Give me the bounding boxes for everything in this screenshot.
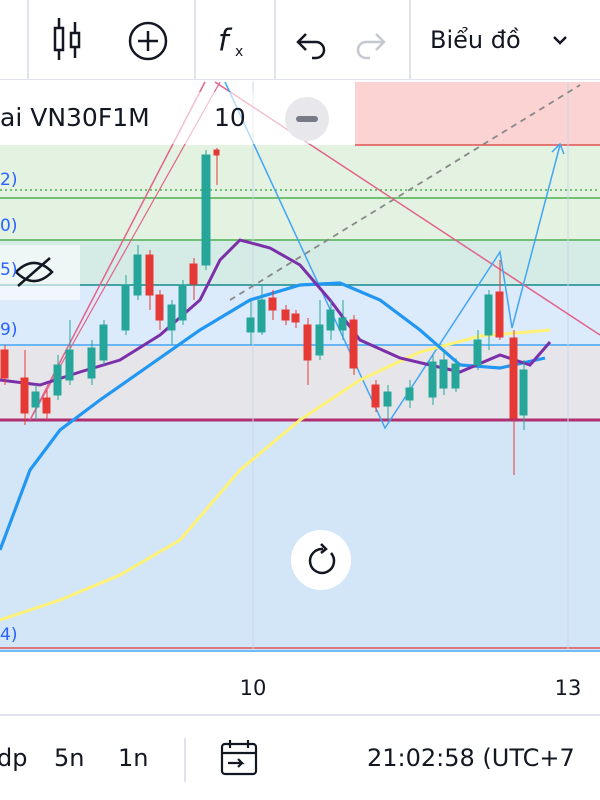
time-label: 10 <box>240 676 267 700</box>
price-label: 9) <box>0 320 17 340</box>
price-label: 5) <box>0 260 17 280</box>
hide-icon <box>15 257 54 287</box>
clock: 21:02:58 (UTC+7 <box>367 744 575 772</box>
price-label: 4) <box>0 625 17 645</box>
indicators-button-sub: x <box>235 44 243 60</box>
collapse-icon <box>296 116 318 122</box>
candles-button[interactable] <box>53 18 81 60</box>
time-label: 13 <box>555 676 582 700</box>
range-button[interactable]: 5n <box>54 744 84 772</box>
price-label: 2) <box>0 170 17 190</box>
time-axis <box>0 655 600 715</box>
reset-view[interactable] <box>291 530 351 590</box>
chart-menu[interactable]: Biểu đồ <box>430 26 521 54</box>
price-label: 0) <box>0 216 17 236</box>
chart-menu-caret <box>553 36 567 45</box>
reset-icon <box>308 543 336 575</box>
add-indicator-button[interactable] <box>128 21 168 61</box>
candles <box>0 148 528 475</box>
range-button[interactable]: dp <box>0 744 27 772</box>
redo-button[interactable] <box>356 33 386 60</box>
hide-button[interactable] <box>0 245 80 300</box>
goto-date-button[interactable] <box>220 740 258 776</box>
undo-button[interactable] <box>296 33 326 60</box>
range-button[interactable]: 1n <box>118 744 148 772</box>
symbol: ai VN30F1M <box>0 103 150 132</box>
interval: 10 <box>214 103 246 132</box>
